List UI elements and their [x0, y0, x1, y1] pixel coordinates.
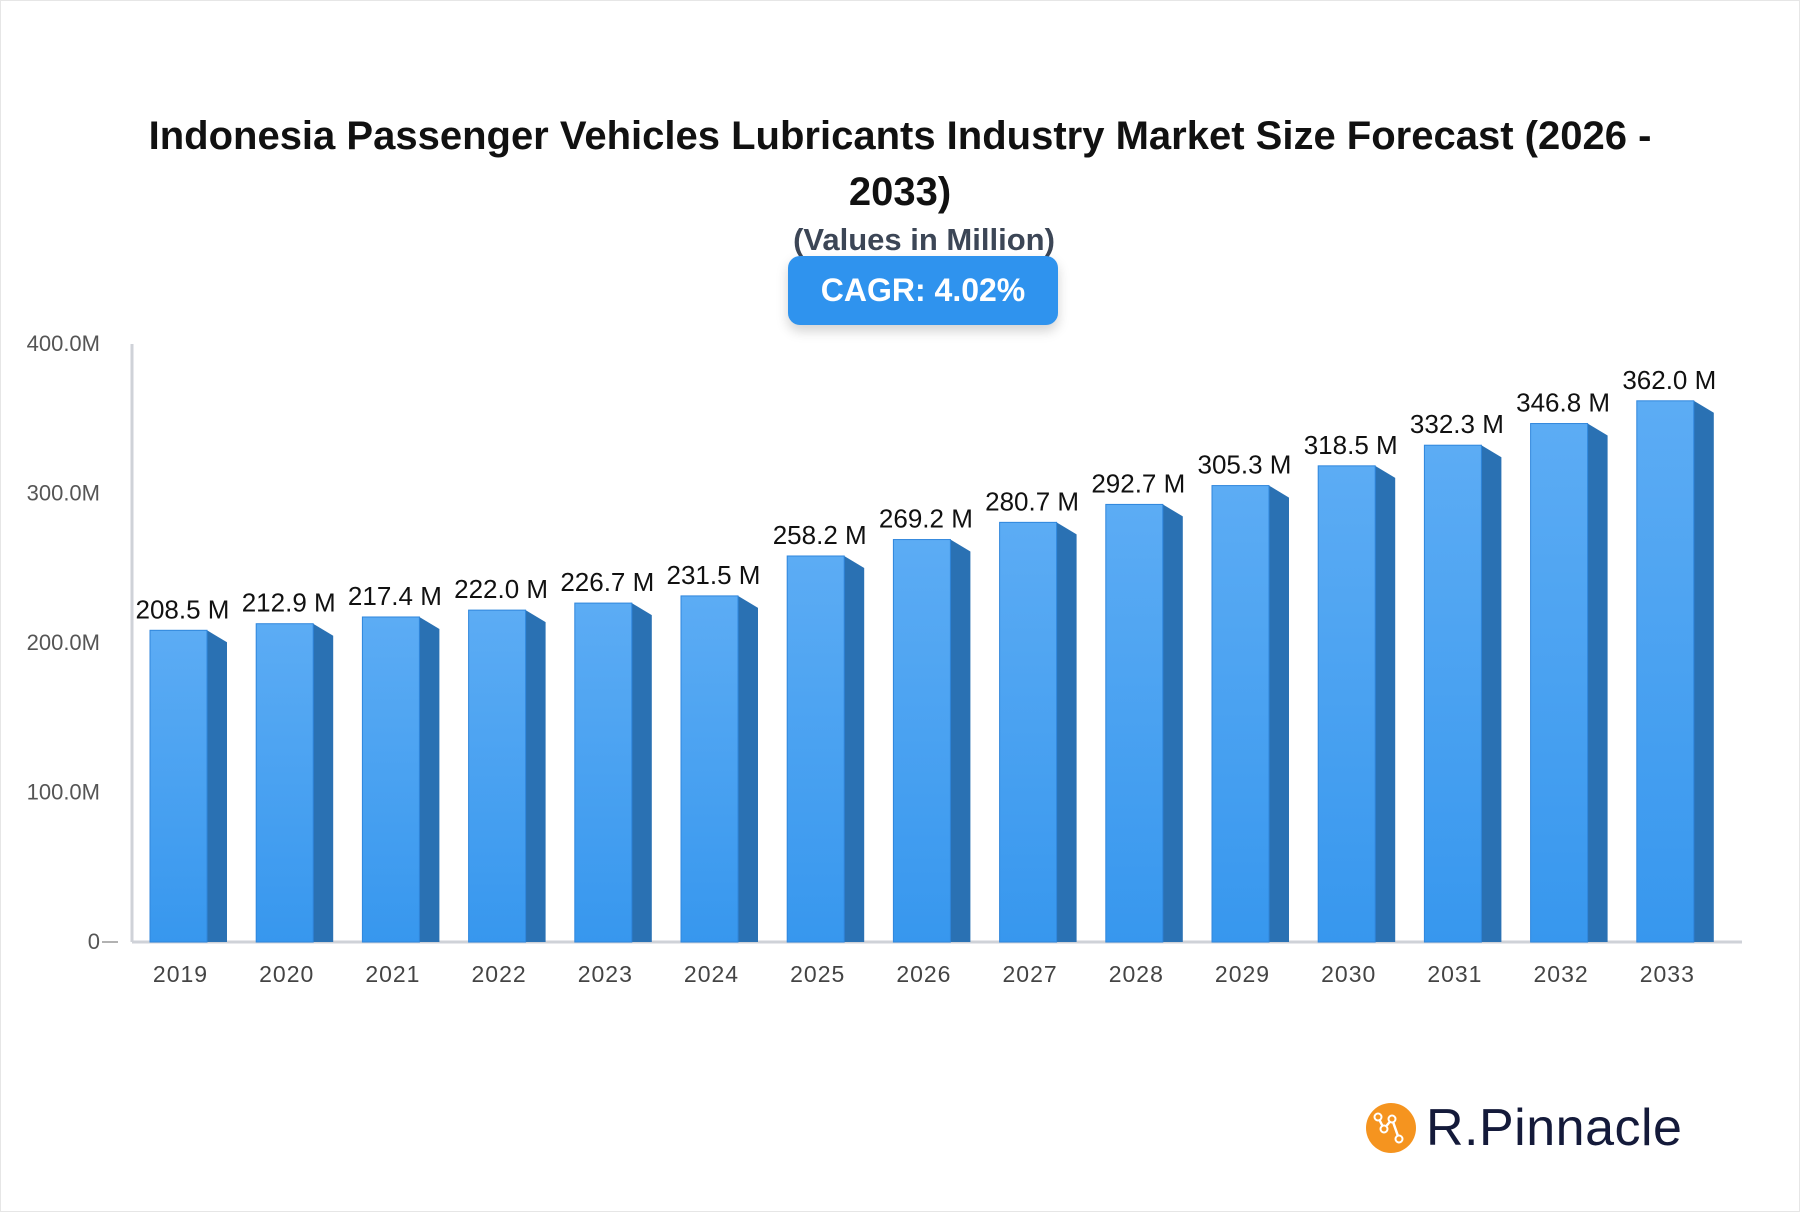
data-label: 217.4 M [348, 581, 442, 611]
y-tick-label: 400.0M [27, 331, 100, 356]
bar-group: 226.7 M 2023 [560, 567, 654, 987]
bar [1317, 465, 1376, 943]
bar-side [1162, 504, 1183, 942]
y-tick-label: 100.0M [27, 780, 100, 805]
bar-group: 217.4 M 2021 [348, 581, 442, 987]
bar [786, 555, 845, 943]
bar-side [1587, 423, 1608, 942]
cagr-badge: CAGR: 4.02% [788, 256, 1058, 325]
bar [149, 629, 208, 943]
bar [574, 602, 633, 943]
bar [1211, 485, 1270, 943]
x-tick-label: 2020 [259, 961, 314, 987]
x-tick-label: 2024 [684, 961, 739, 987]
data-label: 222.0 M [454, 574, 548, 604]
bar-group: 305.3 M 2029 [1198, 450, 1292, 987]
data-label: 226.7 M [560, 567, 654, 597]
data-label: 292.7 M [1091, 468, 1185, 498]
x-tick-label: 2019 [153, 961, 208, 987]
data-label: 362.0 M [1622, 365, 1716, 395]
bar [1530, 423, 1589, 943]
x-tick-label: 2028 [1109, 961, 1164, 987]
x-tick-label: 2026 [896, 961, 951, 987]
brand-name: R.Pinnacle [1426, 1099, 1683, 1157]
x-tick-label: 2027 [1003, 961, 1058, 987]
bar-side [1693, 400, 1714, 942]
y-tick-label: 200.0M [27, 630, 100, 655]
data-label: 318.5 M [1304, 430, 1398, 460]
bar [1423, 444, 1482, 943]
x-tick-label: 2031 [1427, 961, 1482, 987]
bar [680, 595, 739, 943]
x-tick-label: 2025 [790, 961, 845, 987]
data-label: 346.8 M [1516, 388, 1610, 418]
x-tick-label: 2022 [472, 961, 527, 987]
data-label: 231.5 M [667, 560, 761, 590]
bar-side [1481, 445, 1502, 942]
bar-side [738, 595, 758, 942]
x-tick-label: 2023 [578, 961, 633, 987]
data-label: 332.3 M [1410, 409, 1504, 439]
pinnacle-logo-icon [1366, 1103, 1416, 1153]
data-label: 208.5 M [136, 594, 230, 624]
bar [361, 616, 420, 943]
bar-group: 318.5 M 2030 [1304, 430, 1398, 987]
bar-group: 280.7 M 2027 [985, 486, 1079, 987]
bar-group: 362.0 M 2033 [1622, 365, 1716, 987]
bar-side [1269, 485, 1289, 942]
bar-side [950, 539, 971, 942]
bar-side [631, 603, 652, 942]
bar-side [1056, 522, 1077, 942]
bar [999, 521, 1058, 943]
data-label: 269.2 M [879, 504, 973, 534]
bar [892, 539, 951, 943]
data-label: 212.9 M [242, 588, 336, 618]
data-label: 280.7 M [985, 486, 1079, 516]
x-tick-label: 2032 [1534, 961, 1589, 987]
chart-title: Indonesia Passenger Vehicles Lubricants … [148, 114, 1652, 214]
bar-side [844, 555, 865, 942]
bar [1105, 503, 1164, 943]
bar-side [313, 623, 334, 942]
brand-logo: R.Pinnacle [1366, 1099, 1683, 1157]
bar [255, 623, 314, 943]
bar-group: 212.9 M 2020 [242, 588, 336, 987]
bar-group: 258.2 M 2025 [773, 520, 867, 987]
y-tick-label: 300.0M [27, 481, 100, 506]
bar-side [419, 616, 440, 942]
data-label: 305.3 M [1198, 450, 1292, 480]
chart-subtitle: (Values in Million) [793, 222, 1055, 257]
bar-group: 231.5 M 2024 [667, 560, 761, 987]
bar-group: 292.7 M 2028 [1091, 468, 1185, 987]
x-tick-label: 2029 [1215, 961, 1270, 987]
x-tick-label: 2021 [365, 961, 420, 987]
data-label: 258.2 M [773, 520, 867, 550]
y-tick-label: 0 [88, 929, 100, 954]
bar [1636, 400, 1695, 943]
bar-side [207, 630, 227, 942]
bar-group: 346.8 M 2032 [1516, 388, 1610, 987]
bar-side [1375, 465, 1396, 942]
x-tick-label: 2030 [1321, 961, 1376, 987]
bar-side [525, 610, 546, 942]
bar-group: 208.5 M 2019 [136, 594, 230, 987]
bar-group: 332.3 M 2031 [1410, 409, 1504, 987]
bar-group: 269.2 M 2026 [879, 504, 973, 987]
x-tick-label: 2033 [1640, 961, 1695, 987]
bar [468, 609, 527, 943]
bar-group: 222.0 M 2022 [454, 574, 548, 987]
